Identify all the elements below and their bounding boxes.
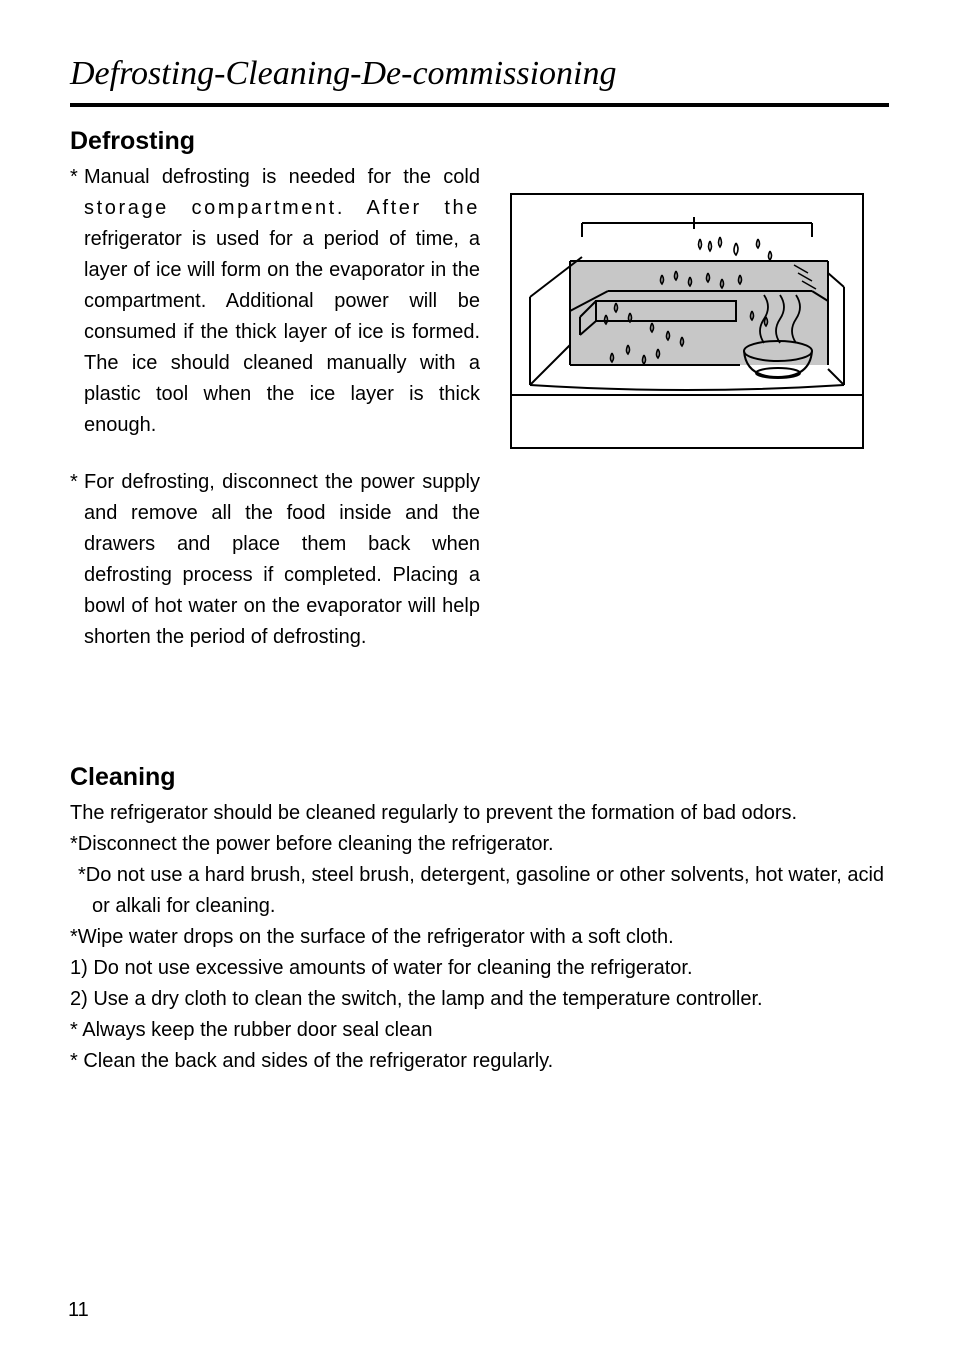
p1-line1: Manual defrosting is needed for the cold (84, 166, 480, 188)
defrosting-heading: Defrosting (70, 127, 480, 156)
defrosting-para-2: * For defrosting, disconnect the power s… (70, 467, 480, 653)
p1-rest: refrigerator is used for a period of tim… (84, 228, 480, 436)
illustration-wrap (510, 193, 864, 454)
cleaning-n1: 1) Do not use excessive amounts of water… (70, 953, 889, 984)
defrosting-para-2-body: For defrosting, disconnect the power sup… (84, 467, 480, 653)
persp-bl (530, 345, 570, 385)
defrosting-para-1-body: Manual defrosting is needed for the cold… (84, 162, 480, 441)
bullet-star: * (70, 162, 84, 441)
persp-tr (828, 273, 844, 287)
cleaning-b2: *Do not use a hard brush, steel brush, d… (70, 860, 889, 922)
page: Defrosting-Cleaning-De-commissioning Def… (0, 0, 954, 1372)
cleaning-b1: *Disconnect the power before cleaning th… (70, 829, 889, 860)
defrosting-section: Defrosting * Manual defrosting is needed… (70, 127, 889, 653)
cleaning-b4: * Always keep the rubber door seal clean (70, 1015, 889, 1046)
compartment-fill (570, 261, 828, 365)
p1-line2: storage compartment. After the (84, 197, 480, 219)
page-number: 11 (68, 1299, 89, 1322)
cleaning-heading: Cleaning (70, 763, 889, 792)
cleaning-intro: The refrigerator should be cleaned regul… (70, 798, 889, 829)
persp-br (828, 369, 844, 385)
bullet-star: * (70, 467, 84, 653)
defrosting-para-1: * Manual defrosting is needed for the co… (70, 162, 480, 441)
cleaning-n2: 2) Use a dry cloth to clean the switch, … (70, 984, 889, 1015)
title-rule (70, 103, 889, 107)
page-title: Defrosting-Cleaning-De-commissioning (70, 55, 889, 93)
front-bottom (530, 385, 844, 390)
defrosting-text-column: Defrosting * Manual defrosting is needed… (70, 127, 480, 653)
defrost-illustration (510, 193, 864, 449)
cleaning-b5: * Clean the back and sides of the refrig… (70, 1046, 889, 1077)
cleaning-b3: *Wipe water drops on the surface of the … (70, 922, 889, 953)
cleaning-section: Cleaning The refrigerator should be clea… (70, 763, 889, 1077)
